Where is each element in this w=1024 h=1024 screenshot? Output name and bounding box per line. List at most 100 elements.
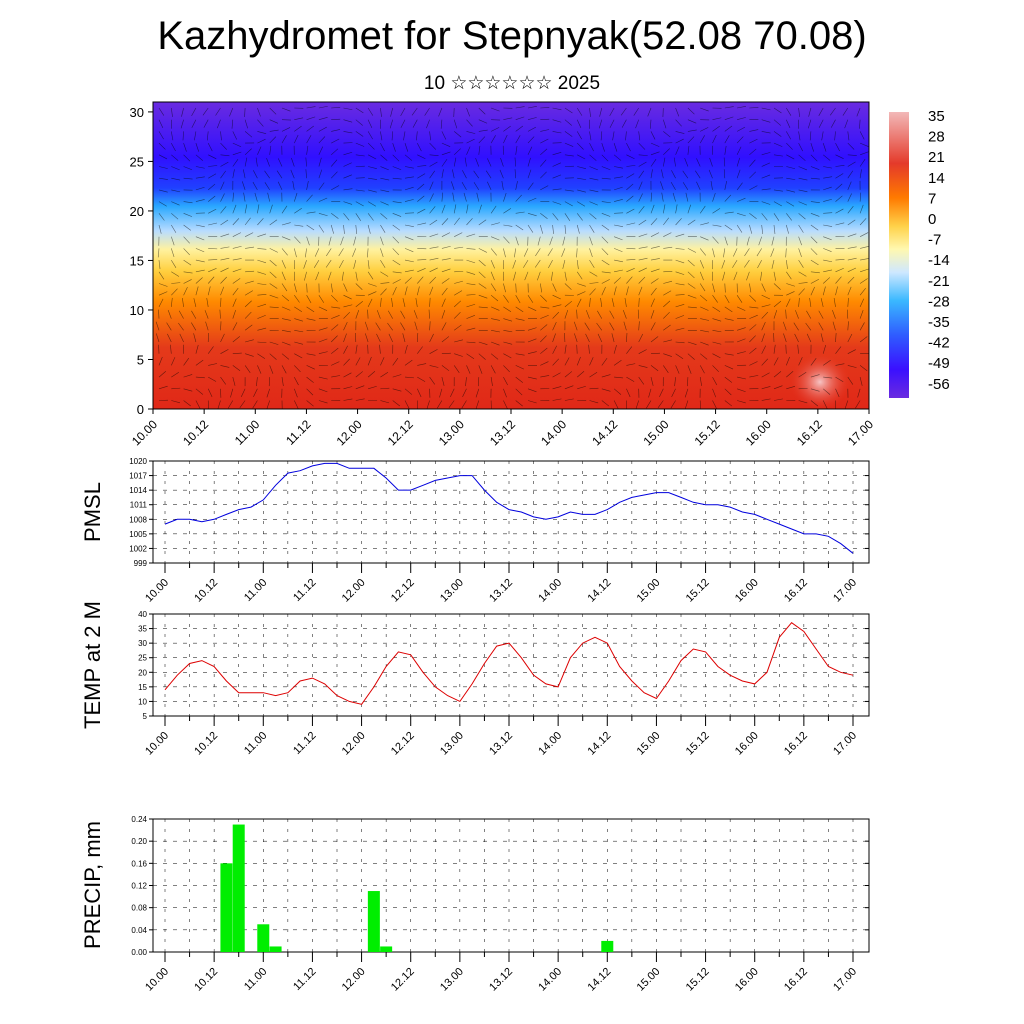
wind-barb [613, 277, 621, 284]
wind-barb [368, 166, 377, 169]
wind-barb [194, 131, 197, 141]
wind-barb [515, 211, 525, 214]
precip-x-tick-label: 16.12 [782, 966, 810, 994]
wind-barb [761, 333, 765, 343]
wind-barb [441, 298, 446, 308]
wind-barb [540, 213, 548, 219]
wind-barb [832, 321, 836, 331]
wind-barb [663, 290, 672, 296]
wind-barb [453, 148, 461, 156]
wind-barb [343, 398, 353, 401]
wind-barb [257, 293, 267, 296]
wind-barb [798, 259, 804, 268]
wind-barb [501, 180, 504, 190]
wind-barb [415, 297, 418, 307]
wind-barb [724, 116, 734, 120]
wind-barb [441, 158, 448, 167]
wind-barb [823, 154, 831, 161]
wind-barb [171, 297, 173, 307]
wind-barb [513, 271, 516, 281]
heatmap-x-tick-label: 10.12 [180, 417, 211, 448]
wind-barb [589, 201, 598, 206]
wind-barb [281, 127, 291, 132]
wind-barb [687, 306, 697, 309]
wind-barb [638, 267, 647, 273]
wind-barb [171, 282, 181, 284]
wind-barb [429, 267, 438, 273]
wind-barb [232, 169, 235, 179]
wind-barb [584, 322, 590, 331]
wind-barb [417, 195, 425, 202]
wind-barb [552, 131, 562, 134]
wind-barb [416, 131, 418, 141]
wind-barb [712, 208, 721, 214]
wind-barb [487, 158, 492, 167]
wind-barb [773, 119, 782, 126]
wind-barb [638, 161, 647, 167]
wind-barb [490, 236, 500, 241]
wind-barb [589, 189, 599, 193]
wind-barb [687, 283, 696, 289]
wind-barb [269, 219, 278, 226]
wind-barb [675, 259, 685, 264]
wind-barb [835, 388, 840, 398]
wind-barb [343, 283, 348, 292]
wind-barb [306, 388, 314, 396]
wind-barb [355, 142, 365, 147]
wind-barb [551, 271, 553, 281]
wind-barb [589, 166, 598, 171]
wind-barb [625, 131, 627, 141]
wind-barb [859, 142, 869, 147]
wind-barb [503, 224, 513, 227]
wind-barb [712, 125, 720, 132]
wind-barb [232, 322, 238, 331]
wind-barb [798, 166, 808, 171]
wind-barb [306, 211, 316, 214]
wind-barb [576, 107, 583, 116]
wind-barb [657, 400, 664, 408]
wind-barb [699, 135, 705, 144]
wind-barb [601, 286, 606, 296]
temp-x-tick-label: 15.00 [635, 730, 663, 758]
colorbar-label: -49 [928, 355, 950, 372]
wind-barb [663, 148, 670, 156]
wind-barb [206, 131, 209, 141]
wind-barb [786, 213, 792, 221]
wind-barb [844, 400, 849, 410]
wind-barb [429, 131, 431, 141]
wind-barb [281, 248, 288, 256]
colorbar-label: -56 [928, 376, 950, 393]
wind-barb [758, 236, 762, 246]
wind-barb [195, 269, 205, 273]
wind-barb [490, 341, 500, 346]
wind-barb [786, 356, 790, 366]
wind-barb [485, 170, 492, 179]
wind-barb [773, 371, 782, 378]
wind-barb [466, 353, 475, 359]
wind-barb [503, 248, 506, 258]
wind-barb [844, 119, 849, 129]
wind-barb [318, 136, 326, 144]
wind-barb [195, 359, 204, 366]
wind-barb [331, 375, 341, 378]
wind-barb [424, 107, 430, 116]
wind-barb [626, 208, 635, 214]
wind-barb [670, 400, 676, 409]
wind-barb [515, 295, 521, 304]
wind-barb [490, 283, 497, 292]
wind-barb [257, 138, 266, 144]
wind-barb [723, 248, 726, 258]
wind-barb [473, 182, 480, 191]
temp-x-tick-label: 13.12 [487, 730, 515, 758]
wind-barb [466, 146, 471, 155]
wind-barb [773, 385, 783, 390]
precip-bar [269, 946, 282, 952]
heatmap-panel: 0 5 10 15 20 25 30 10.00 10.12 11.00 11.12 12.00 12… [129, 101, 876, 448]
wind-barb [380, 107, 382, 117]
wind-barb [390, 107, 393, 117]
wind-barb [540, 335, 547, 343]
wind-barb [367, 291, 377, 296]
wind-barb [232, 245, 242, 249]
wind-barb [220, 219, 229, 226]
wind-barb [798, 387, 808, 390]
